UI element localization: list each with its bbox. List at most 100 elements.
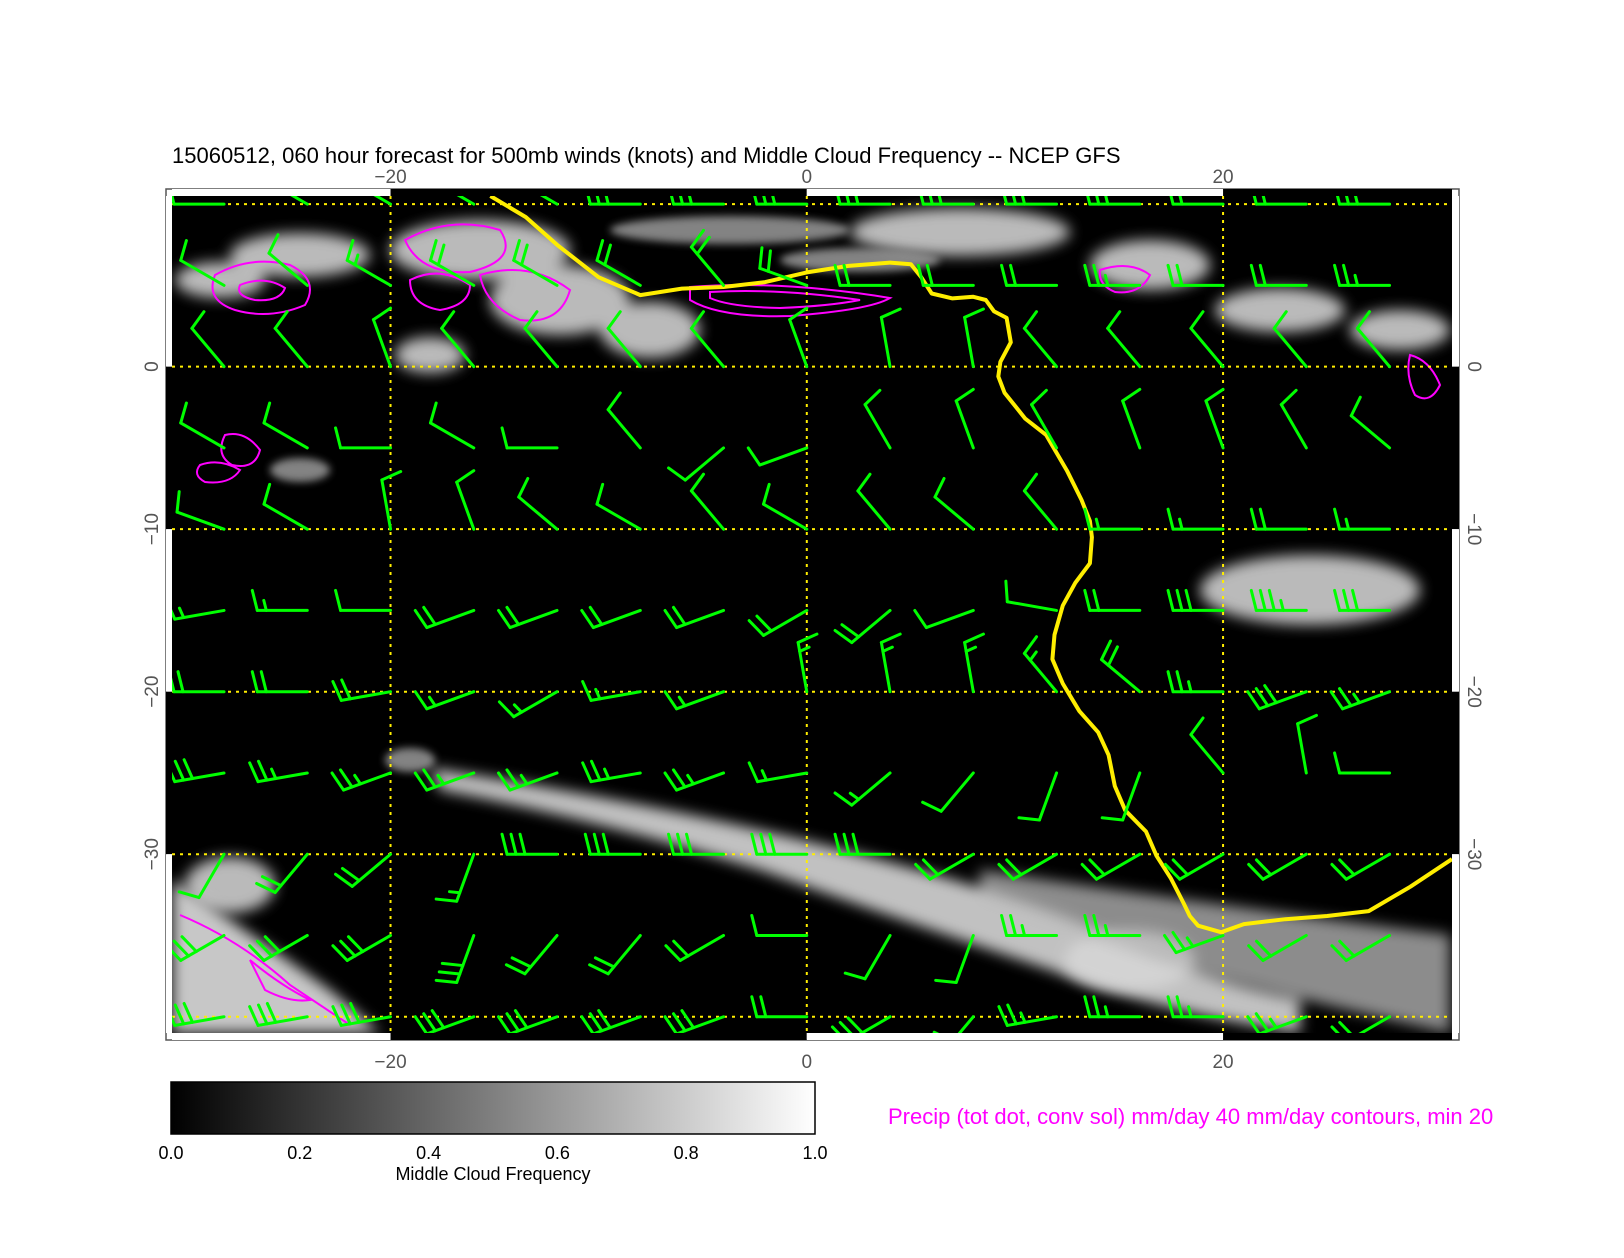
wind-barb	[1335, 196, 1392, 206]
colorbar-label: Middle Cloud Frequency	[395, 1164, 590, 1184]
wind-barb	[1169, 196, 1225, 206]
wind-barb	[689, 228, 726, 287]
map-axes: −20 −20 0 0 20 20 0 0 −10 −10 −20 −20 −30 −30	[142, 167, 1484, 1073]
lat-tick-label-right: −20	[1463, 676, 1484, 708]
wind-barb	[997, 852, 1059, 881]
wind-barb	[581, 680, 642, 702]
wind-barb	[248, 759, 309, 784]
wind-barb	[833, 263, 892, 287]
wind-barb	[172, 1001, 226, 1027]
wind-barb	[1000, 263, 1059, 287]
bottom-border-segment	[172, 1033, 391, 1040]
lat-tick-label-right: −30	[1463, 838, 1484, 870]
wind-barb	[1329, 687, 1392, 711]
right-border-segment	[1452, 854, 1459, 1033]
wind-barb	[588, 933, 642, 976]
wind-barb	[586, 196, 642, 206]
left-border-segment	[166, 691, 172, 855]
wind-barb	[455, 469, 476, 531]
wind-barb	[331, 678, 393, 702]
wind-barb	[1086, 196, 1142, 206]
lon-tick-label-top: 0	[802, 167, 813, 188]
top-border-segment	[806, 189, 1224, 196]
wind-barb	[1083, 588, 1142, 612]
wind-barb	[331, 1001, 393, 1027]
wind-barb	[1083, 913, 1142, 937]
graticule-grid	[172, 196, 1452, 1033]
lon-tick-label-top: −20	[374, 167, 406, 188]
lon-tick-label-bottom: 20	[1212, 1052, 1233, 1073]
wind-barb	[663, 1009, 726, 1033]
wind-barb	[1121, 387, 1142, 450]
wind-barb	[581, 759, 642, 784]
wind-barb	[434, 852, 476, 903]
wind-barb	[753, 196, 809, 206]
colorbar	[170, 1081, 816, 1135]
wind-barb	[954, 387, 975, 450]
wind-barb	[456, 196, 476, 206]
left-border-segment	[166, 529, 172, 692]
wind-barb	[413, 1009, 476, 1033]
wind-barb	[836, 196, 892, 206]
lat-tick-label-left: −20	[142, 676, 163, 708]
wind-barb	[1100, 639, 1142, 694]
wind-barb	[172, 606, 226, 621]
wind-barb	[497, 605, 559, 630]
wind-barb	[663, 768, 726, 792]
wind-barb	[1189, 310, 1225, 369]
wind-barb	[788, 306, 809, 369]
wind-barb	[856, 472, 892, 531]
wind-barb	[796, 632, 819, 694]
wind-barb	[440, 310, 476, 369]
wind-barb	[689, 472, 726, 531]
colorbar-tick-label: 0.8	[674, 1143, 699, 1163]
wind-barb	[175, 490, 226, 531]
wind-barb	[997, 1003, 1059, 1027]
colorbar-tick-label: 0.0	[158, 1143, 183, 1163]
bottom-border-segment	[390, 1033, 807, 1040]
wind-barb	[1279, 388, 1308, 450]
wind-barb	[758, 246, 809, 287]
wind-barb	[595, 482, 642, 531]
wind-barb	[373, 196, 393, 206]
wind-barb	[539, 196, 559, 206]
wind-barb	[595, 239, 642, 287]
wind-barb	[334, 588, 393, 612]
wind-barb	[843, 933, 892, 981]
wind-barb	[1246, 1012, 1308, 1033]
wind-barb	[1166, 995, 1225, 1019]
wind-barb	[1249, 263, 1308, 287]
wind-barb	[863, 388, 892, 450]
wind-barb	[606, 310, 642, 369]
wind-barb	[663, 605, 726, 630]
wind-barb	[1349, 395, 1392, 450]
wind-barb	[606, 391, 642, 450]
wind-barb	[583, 832, 642, 856]
wind-barb	[830, 1015, 892, 1033]
wind-barb	[1333, 263, 1392, 287]
wind-barb	[1106, 310, 1142, 369]
wind-barb	[523, 310, 559, 369]
wind-barb	[916, 263, 975, 287]
wind-barb	[932, 1015, 975, 1033]
wind-barb	[750, 832, 809, 856]
top-border-segment	[390, 189, 807, 196]
wind-barb	[413, 605, 476, 630]
wind-barb	[1272, 310, 1308, 369]
wind-barb	[250, 588, 309, 612]
wind-barb	[1166, 588, 1225, 612]
wind-barb	[380, 470, 403, 531]
wind-barb	[1080, 852, 1142, 881]
wind-barb	[428, 401, 476, 450]
wind-barb	[497, 1009, 559, 1033]
bottom-border-segment	[806, 1033, 1224, 1040]
wind-barb	[1163, 930, 1225, 955]
wind-barb	[1330, 1015, 1392, 1033]
wind-barb	[413, 690, 476, 711]
wind-barb	[1355, 310, 1392, 369]
wind-barb	[1166, 670, 1225, 694]
wind-barb	[750, 913, 809, 937]
wind-barb	[500, 426, 559, 450]
wind-barb	[1246, 684, 1308, 711]
